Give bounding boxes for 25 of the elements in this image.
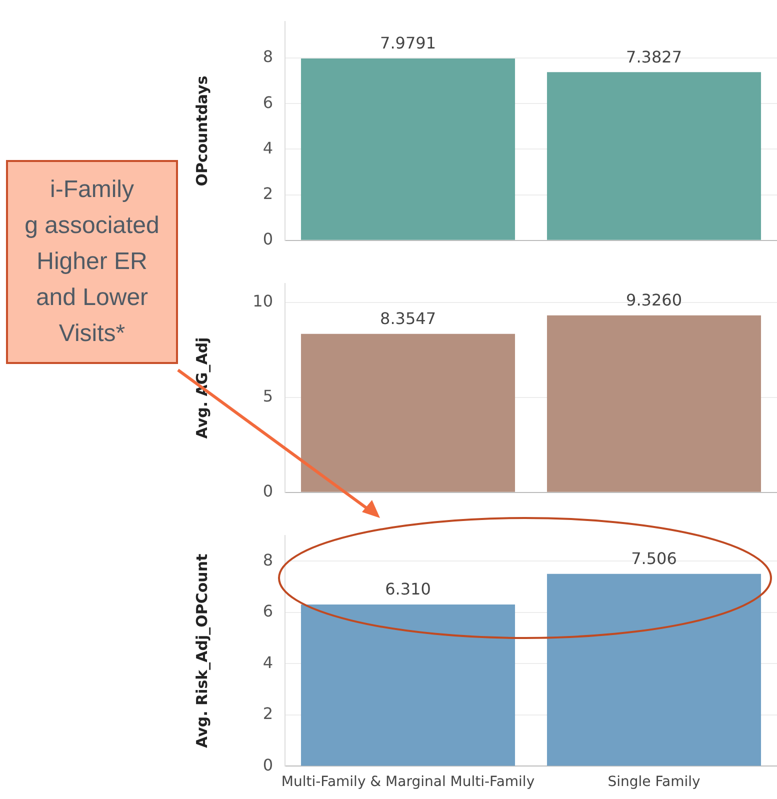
text: i-Family g associated Higher ER and Lower Visits*: [6, 160, 178, 364]
x-tick-label: Multi-Family & Marginal Multi-Family: [281, 774, 535, 790]
data-label: 7.9791: [380, 34, 436, 53]
y-axis-title: Avg. Risk_Adj_OPCount: [192, 554, 211, 748]
y-tick-label: 0: [262, 482, 273, 501]
data-label: 8.3547: [380, 308, 436, 328]
y-tick-label: 8: [262, 550, 273, 570]
y-tick-label: 8: [262, 47, 273, 66]
y-tick-label: 0: [262, 230, 273, 249]
y-tick-label: 5: [262, 386, 273, 406]
data-label: 7.506: [631, 549, 677, 568]
y-tick-label: 2: [262, 704, 273, 724]
y-tick-label: 4: [262, 138, 273, 158]
y-tick-label: 6: [262, 92, 273, 112]
y-tick-label: 2: [262, 184, 273, 203]
data-label: 6.310: [385, 580, 431, 599]
y-tick-label: 0: [262, 755, 273, 774]
data-label: 7.3827: [626, 47, 682, 66]
y-axis-title: OPcountdays: [192, 76, 211, 186]
data-label: 9.3260: [626, 290, 682, 310]
y-tick-label: 10: [252, 292, 273, 311]
y-tick-label: 6: [262, 602, 273, 621]
x-tick-label: Single Family: [608, 774, 700, 790]
y-tick-label: 4: [262, 652, 273, 672]
y-axis-title: Avg. AG_Adj: [192, 337, 211, 439]
